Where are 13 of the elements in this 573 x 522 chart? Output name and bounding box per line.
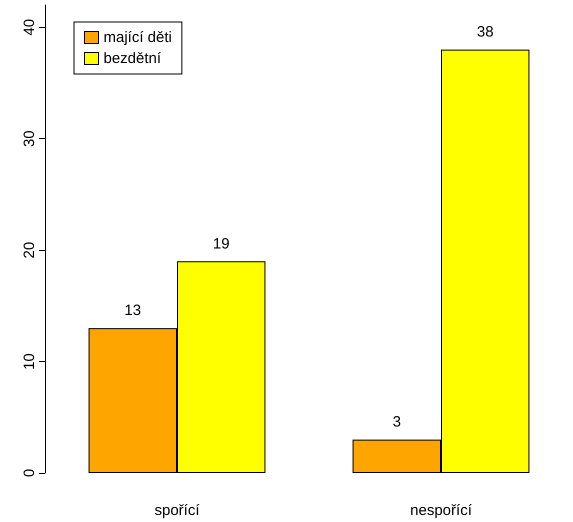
y-tick-label: 10 [21,353,38,370]
x-tick-label: spořící [154,502,200,519]
legend-label: mající děti [104,29,172,46]
legend-label: bezdětní [104,50,162,67]
x-tick-label: nespořící [410,502,473,519]
y-tick-label: 20 [21,242,38,258]
data-label: 3 [392,414,401,431]
y-tick-label: 30 [21,130,38,148]
data-label: 38 [476,24,494,41]
data-label: 13 [124,302,142,320]
data-label: 19 [212,235,230,252]
y-tick-label: 40 [21,18,38,36]
y-tick-label: 0 [21,468,38,478]
